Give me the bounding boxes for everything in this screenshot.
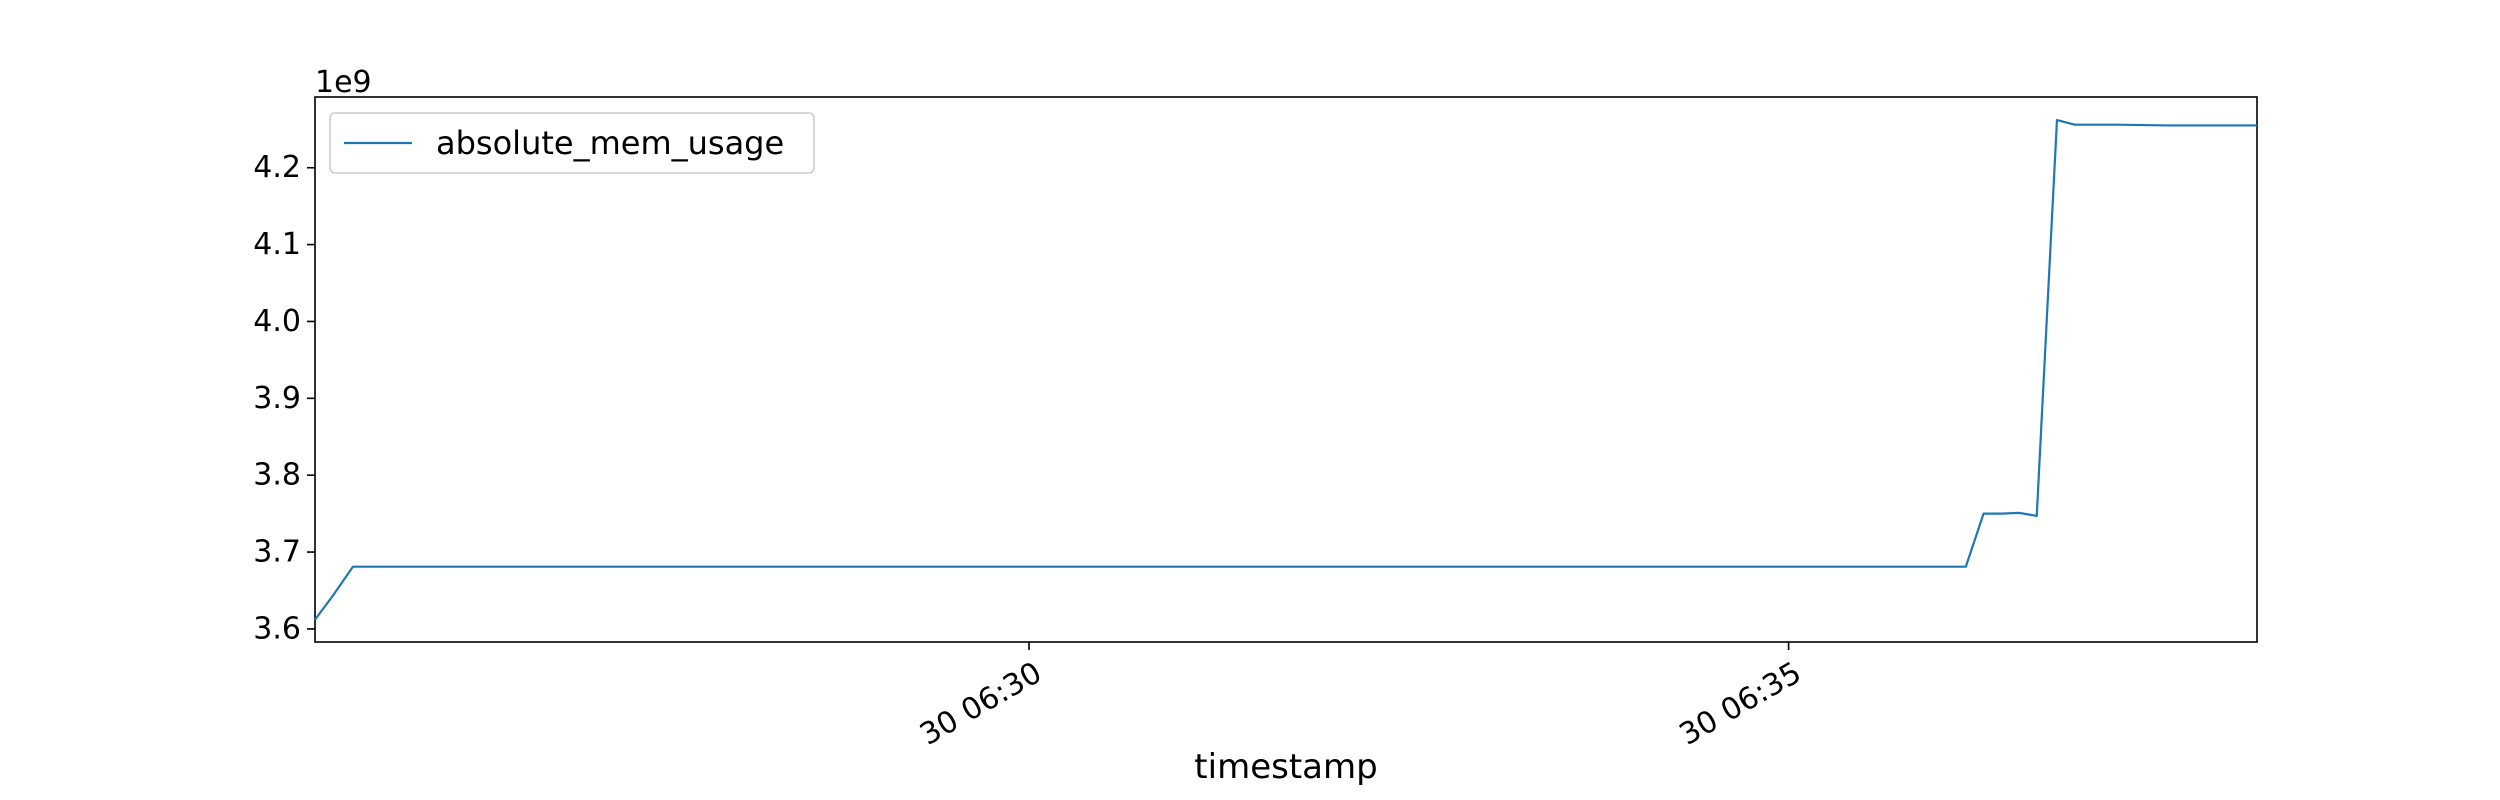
series-line-absolute-mem-usage — [314, 118, 2257, 621]
y-tick-label: 3.7 — [253, 535, 301, 570]
y-tick-label: 3.8 — [253, 458, 301, 493]
y-axis-offset-label: 1e9 — [315, 65, 372, 100]
legend-box — [329, 112, 815, 174]
y-tick-label: 4.0 — [253, 304, 301, 339]
legend: absolute_mem_usage — [329, 112, 815, 174]
y-tick-label: 4.2 — [253, 150, 301, 185]
y-tick-label: 3.6 — [253, 611, 301, 646]
y-tick-label: 4.1 — [253, 227, 301, 262]
x-axis-label: timestamp — [1194, 747, 1377, 787]
y-tick-label: 3.9 — [253, 381, 301, 416]
x-tick-label: 30 06:30 — [914, 655, 1048, 752]
x-tick-label: 30 06:35 — [1674, 655, 1808, 752]
plot-area-frame — [314, 96, 2258, 643]
legend-label: absolute_mem_usage — [436, 124, 784, 162]
